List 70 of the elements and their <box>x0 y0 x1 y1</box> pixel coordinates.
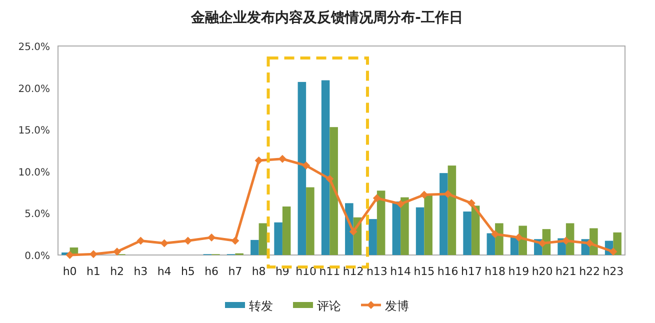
bar <box>250 240 259 255</box>
bar <box>306 187 314 255</box>
x-tick-label: h22 <box>579 265 600 278</box>
bar <box>463 212 472 255</box>
legend-label: 评论 <box>317 299 341 313</box>
bar <box>274 222 282 255</box>
bar <box>440 173 448 255</box>
point <box>136 236 145 245</box>
point <box>586 239 594 248</box>
x-tick-label: h20 <box>532 265 553 278</box>
point <box>302 162 310 170</box>
bar <box>392 201 401 255</box>
point <box>66 251 74 259</box>
point <box>184 236 192 245</box>
bar <box>471 206 480 255</box>
bar <box>486 233 496 255</box>
x-tick-label: h3 <box>134 265 148 278</box>
y-tick-label: 20.0% <box>18 84 50 95</box>
x-tick-label: h5 <box>180 265 195 278</box>
point <box>467 199 476 208</box>
legend-label: 发博 <box>385 299 409 313</box>
bar <box>416 207 424 255</box>
bar <box>282 206 291 255</box>
bar <box>321 80 330 255</box>
point <box>420 190 428 199</box>
y-tick-label: 5.0% <box>24 209 50 220</box>
point <box>278 154 286 163</box>
bar <box>424 194 432 255</box>
x-tick-label: h6 <box>204 265 219 278</box>
point <box>231 236 240 245</box>
x-tick-label: h2 <box>110 265 124 278</box>
bar <box>448 166 456 255</box>
x-tick-label: h15 <box>414 265 435 278</box>
point <box>160 239 168 248</box>
x-tick-label: h17 <box>460 265 482 278</box>
x-tick-label: h14 <box>390 265 412 278</box>
bar <box>258 223 268 255</box>
x-tick-label: h19 <box>508 265 530 278</box>
y-tick-label: 10.0% <box>18 167 50 178</box>
x-tick-label: h8 <box>252 265 266 278</box>
point <box>326 174 334 183</box>
legend-label: 转发 <box>249 299 273 313</box>
bar <box>613 232 622 255</box>
y-tick-label: 0.0% <box>24 251 50 262</box>
y-tick-label: 25.0% <box>18 42 50 53</box>
point <box>514 233 523 242</box>
x-tick-label: h13 <box>366 265 388 278</box>
x-tick-label: h18 <box>484 265 506 278</box>
x-tick-label: h1 <box>86 265 100 278</box>
bar <box>400 197 409 255</box>
point <box>491 230 500 238</box>
x-tick-label: h21 <box>555 265 576 278</box>
point <box>113 248 122 256</box>
point <box>444 190 452 198</box>
point <box>349 228 358 236</box>
x-tick-label: h16 <box>437 265 458 278</box>
x-tick-label: h7 <box>228 265 242 278</box>
bar <box>376 190 386 255</box>
x-tick-label: h23 <box>602 265 624 278</box>
point <box>396 200 405 208</box>
bar <box>368 219 377 255</box>
bar <box>330 127 338 255</box>
x-tick-label: h4 <box>157 265 172 278</box>
x-tick-label: h0 <box>62 265 77 278</box>
point <box>254 156 263 165</box>
point <box>208 233 216 242</box>
bar <box>298 82 306 255</box>
y-tick-label: 15.0% <box>18 126 50 137</box>
point <box>372 194 381 202</box>
chart-title: 金融企业发布内容及反馈情况周分布-工作日 <box>190 9 463 26</box>
